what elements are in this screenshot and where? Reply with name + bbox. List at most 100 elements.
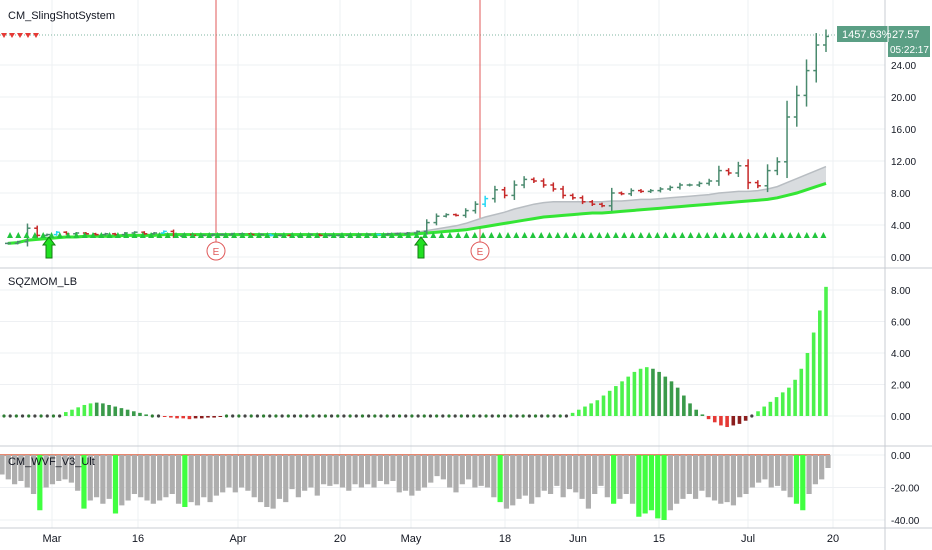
signal-triangle [81,232,88,238]
x-tick-4: May [401,533,422,545]
signal-triangle [612,232,619,238]
wvf-bar-124 [781,455,787,491]
momentum-bar-34 [212,416,216,418]
price-bar-76 [745,159,752,190]
momentum-bar-31 [193,416,198,419]
signal-triangle [671,232,677,238]
momentum-bar-110 [682,395,686,416]
signal-triangle [73,232,80,238]
signal-triangle [820,232,827,238]
momentum-dot-87 [540,414,544,418]
momentum-dot-3 [20,414,25,418]
wvf-bar-24 [150,455,156,504]
momentum-bar-105 [651,368,655,416]
wvf-bar-56 [352,455,358,485]
price-bar-52 [511,180,518,200]
event-marker-1[interactable]: E [206,241,226,261]
wvf-bar-85 [535,455,541,498]
wvf-bar-19 [119,455,125,506]
price-bar-45 [443,213,450,218]
sell-triangle-1 [9,33,15,38]
price-bar-81 [793,85,800,127]
wvf-bar-13 [81,455,87,509]
momentum-dot-91 [564,414,569,418]
momentum-bar-115 [712,416,717,423]
x-tick-0: Mar [43,533,62,545]
price-bar-84 [823,29,829,52]
wvf-bar-122 [768,455,774,488]
signal-triangle [588,232,594,238]
wvf-bar-57 [358,455,365,488]
wvf-bar-14 [87,455,93,501]
signal-triangle [297,232,304,238]
price-badge-price: 27.57 [892,29,920,41]
momentum-dot-57 [354,414,358,418]
wvf-bar-104 [655,455,661,519]
price-bars [5,29,829,247]
wvf-bar-20 [125,455,131,501]
x-tick-2: Apr [229,533,246,545]
momentum-bar-28 [175,416,179,419]
price-bar-16 [160,230,167,234]
momentum-bar-114 [706,416,711,420]
momentum-dot-72 [447,414,451,418]
momentum-dot-85 [527,414,531,418]
momentum-bar-29 [181,416,186,419]
signal-triangle [480,232,487,238]
grid-lines [0,0,885,528]
wvf-bar-38 [239,455,245,488]
signal-triangle [189,232,196,238]
momentum-dot-4 [27,414,31,418]
momentum-dot-43 [268,414,272,418]
price-bar-59 [579,195,586,205]
wvf-bar-99 [623,455,629,494]
wvf-bar-98 [617,455,623,499]
wvf-bar-71 [447,455,453,488]
momentum-bar-128 [793,379,797,416]
momentum-bar-112 [694,409,699,416]
price-badge[interactable]: 1457.63% 27.57 05:22:17 [837,26,930,57]
momentum-dot-53 [329,414,334,418]
momentum-bar-27 [169,416,173,418]
wvf-bar-90 [566,455,573,490]
wvf-bar-55 [346,455,352,491]
price-bar-1 [14,240,21,245]
momentum-dot-84 [521,414,525,418]
price-bar-39 [384,232,391,236]
momentum-bar-123 [762,406,766,416]
signal-triangle [546,232,553,238]
wvf-bar-115 [724,455,730,503]
wvf-bar-67 [421,455,428,488]
momentum-bar-106 [657,371,661,416]
momentum-dot-78 [484,414,488,418]
wvf-bar-116 [730,455,737,506]
signal-triangle [695,232,702,238]
countdown-timer: 05:22:17 [890,45,929,56]
momentum-dot-90 [558,414,562,418]
event-marker-2[interactable]: E [470,241,490,261]
wvf-bar-74 [465,455,472,480]
momentum-bar-103 [638,368,643,416]
signal-triangle [181,232,188,238]
wvf-bar-130 [819,455,825,480]
momentum-bar-96 [595,400,600,416]
wvf-bar-66 [415,455,421,491]
price-bar-3 [34,225,41,238]
wvf-bar-111 [699,455,705,491]
momentum-bar-100 [620,381,624,416]
signal-triangle [787,232,794,238]
signal-triangle [496,232,503,238]
wvf-bar-109 [686,455,692,494]
price-bar-55 [540,178,547,188]
wvf-bar-103 [648,455,655,511]
wvf-bar-69 [434,455,440,477]
signal-triangle [347,232,354,238]
price-bar-49 [482,195,489,208]
wvf-bar-10 [62,455,68,480]
wvf-bar-28 [175,455,182,504]
signal-triangle [471,232,478,238]
signal-triangle [604,232,611,238]
momentum-dot-48 [299,414,303,418]
momentum-bar-30 [187,416,192,420]
